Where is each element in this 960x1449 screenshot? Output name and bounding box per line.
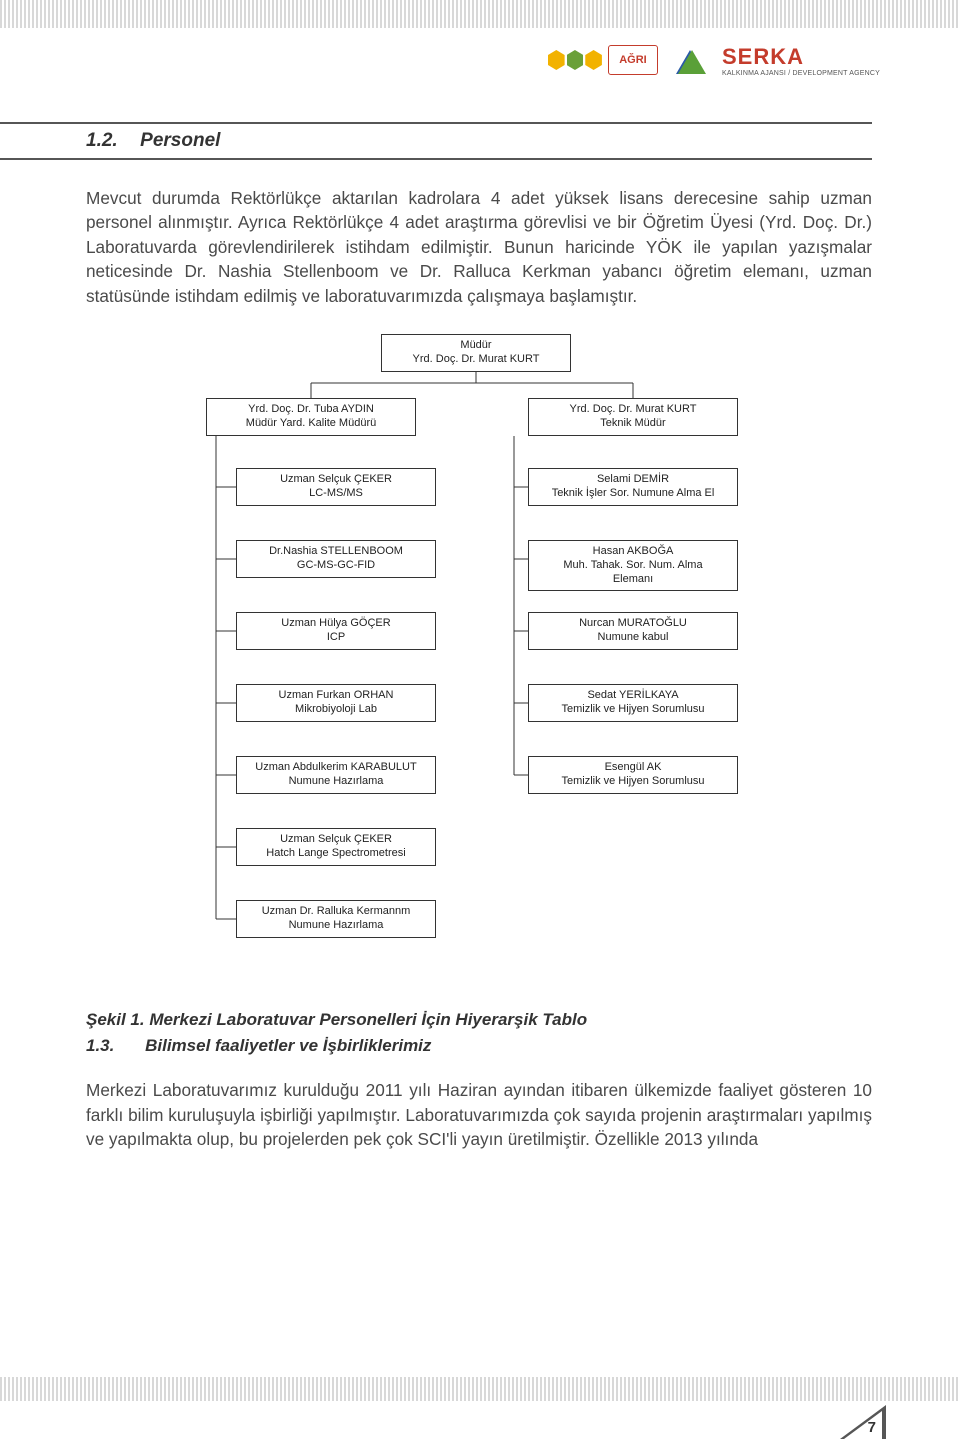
subsection-heading: 1.3. Bilimsel faaliyetler ve İşbirlikler…: [86, 1036, 872, 1056]
paragraph-2: Merkezi Laboratuvarımız kurulduğu 2011 y…: [86, 1078, 872, 1151]
subsection-number: 1.3.: [86, 1036, 114, 1055]
org-node-left-head: Yrd. Doç. Dr. Tuba AYDINMüdür Yard. Kali…: [206, 398, 416, 436]
org-node-left-6: Uzman Dr. Ralluka KermannmNumune Hazırla…: [236, 900, 436, 938]
org-node-right-0: Selami DEMİRTeknik İşler Sor. Numune Alm…: [528, 468, 738, 506]
org-node-left-3: Uzman Furkan ORHANMikrobiyoloji Lab: [236, 684, 436, 722]
subsection-title: Bilimsel faaliyetler ve İşbirliklerimiz: [145, 1036, 431, 1055]
org-node-left-2: Uzman Hülya GÖÇERICP: [236, 612, 436, 650]
org-node-right-1: Hasan AKBOĞAMuh. Tahak. Sor. Num. AlmaEl…: [528, 540, 738, 591]
serka-logo: SERKA KALKINMA AJANSI / DEVELOPMENT AGEN…: [676, 44, 880, 77]
org-chart: MüdürYrd. Doç. Dr. Murat KURT Yrd. Doç. D…: [86, 334, 872, 982]
content-area: Mevcut durumda Rektörlükçe aktarılan kad…: [86, 186, 872, 1177]
page-number-corner: 7: [840, 1405, 886, 1439]
org-node-right-head: Yrd. Doç. Dr. Murat KURTTeknik Müdür: [528, 398, 738, 436]
section-number: 1.2.: [86, 130, 118, 151]
agri-logo: AĞRI: [548, 34, 658, 86]
section-title: Personel: [140, 130, 220, 151]
figure-caption: Şekil 1. Merkezi Laboratuvar Personeller…: [86, 1010, 872, 1030]
paragraph-1: Mevcut durumda Rektörlükçe aktarılan kad…: [86, 186, 872, 308]
page-number: 7: [868, 1419, 876, 1436]
serka-text: SERKA: [722, 44, 804, 69]
serka-subtext: KALKINMA AJANSI / DEVELOPMENT AGENCY: [722, 70, 880, 77]
top-barcode-strip: [0, 0, 960, 28]
header-logos: AĞRI SERKA KALKINMA AJANSI / DEVELOPMENT…: [548, 34, 880, 86]
section-heading-bar: 1.2. Personel: [0, 122, 872, 160]
agri-badge-text: AĞRI: [608, 45, 658, 75]
org-chart-connectors: [86, 334, 872, 982]
page: AĞRI SERKA KALKINMA AJANSI / DEVELOPMENT…: [0, 0, 960, 1449]
org-node-left-1: Dr.Nashia STELLENBOOMGC-MS-GC-FID: [236, 540, 436, 578]
org-node-left-4: Uzman Abdulkerim KARABULUTNumune Hazırla…: [236, 756, 436, 794]
org-node-left-5: Uzman Selçuk ÇEKERHatch Lange Spectromet…: [236, 828, 436, 866]
org-node-left-0: Uzman Selçuk ÇEKERLC-MS/MS: [236, 468, 436, 506]
org-node-right-4: Esengül AKTemizlik ve Hijyen Sorumlusu: [528, 756, 738, 794]
org-node-director: MüdürYrd. Doç. Dr. Murat KURT: [381, 334, 571, 372]
bottom-barcode-strip: [0, 1377, 960, 1401]
org-node-right-3: Sedat YERİLKAYATemizlik ve Hijyen Soruml…: [528, 684, 738, 722]
org-node-right-2: Nurcan MURATOĞLUNumune kabul: [528, 612, 738, 650]
